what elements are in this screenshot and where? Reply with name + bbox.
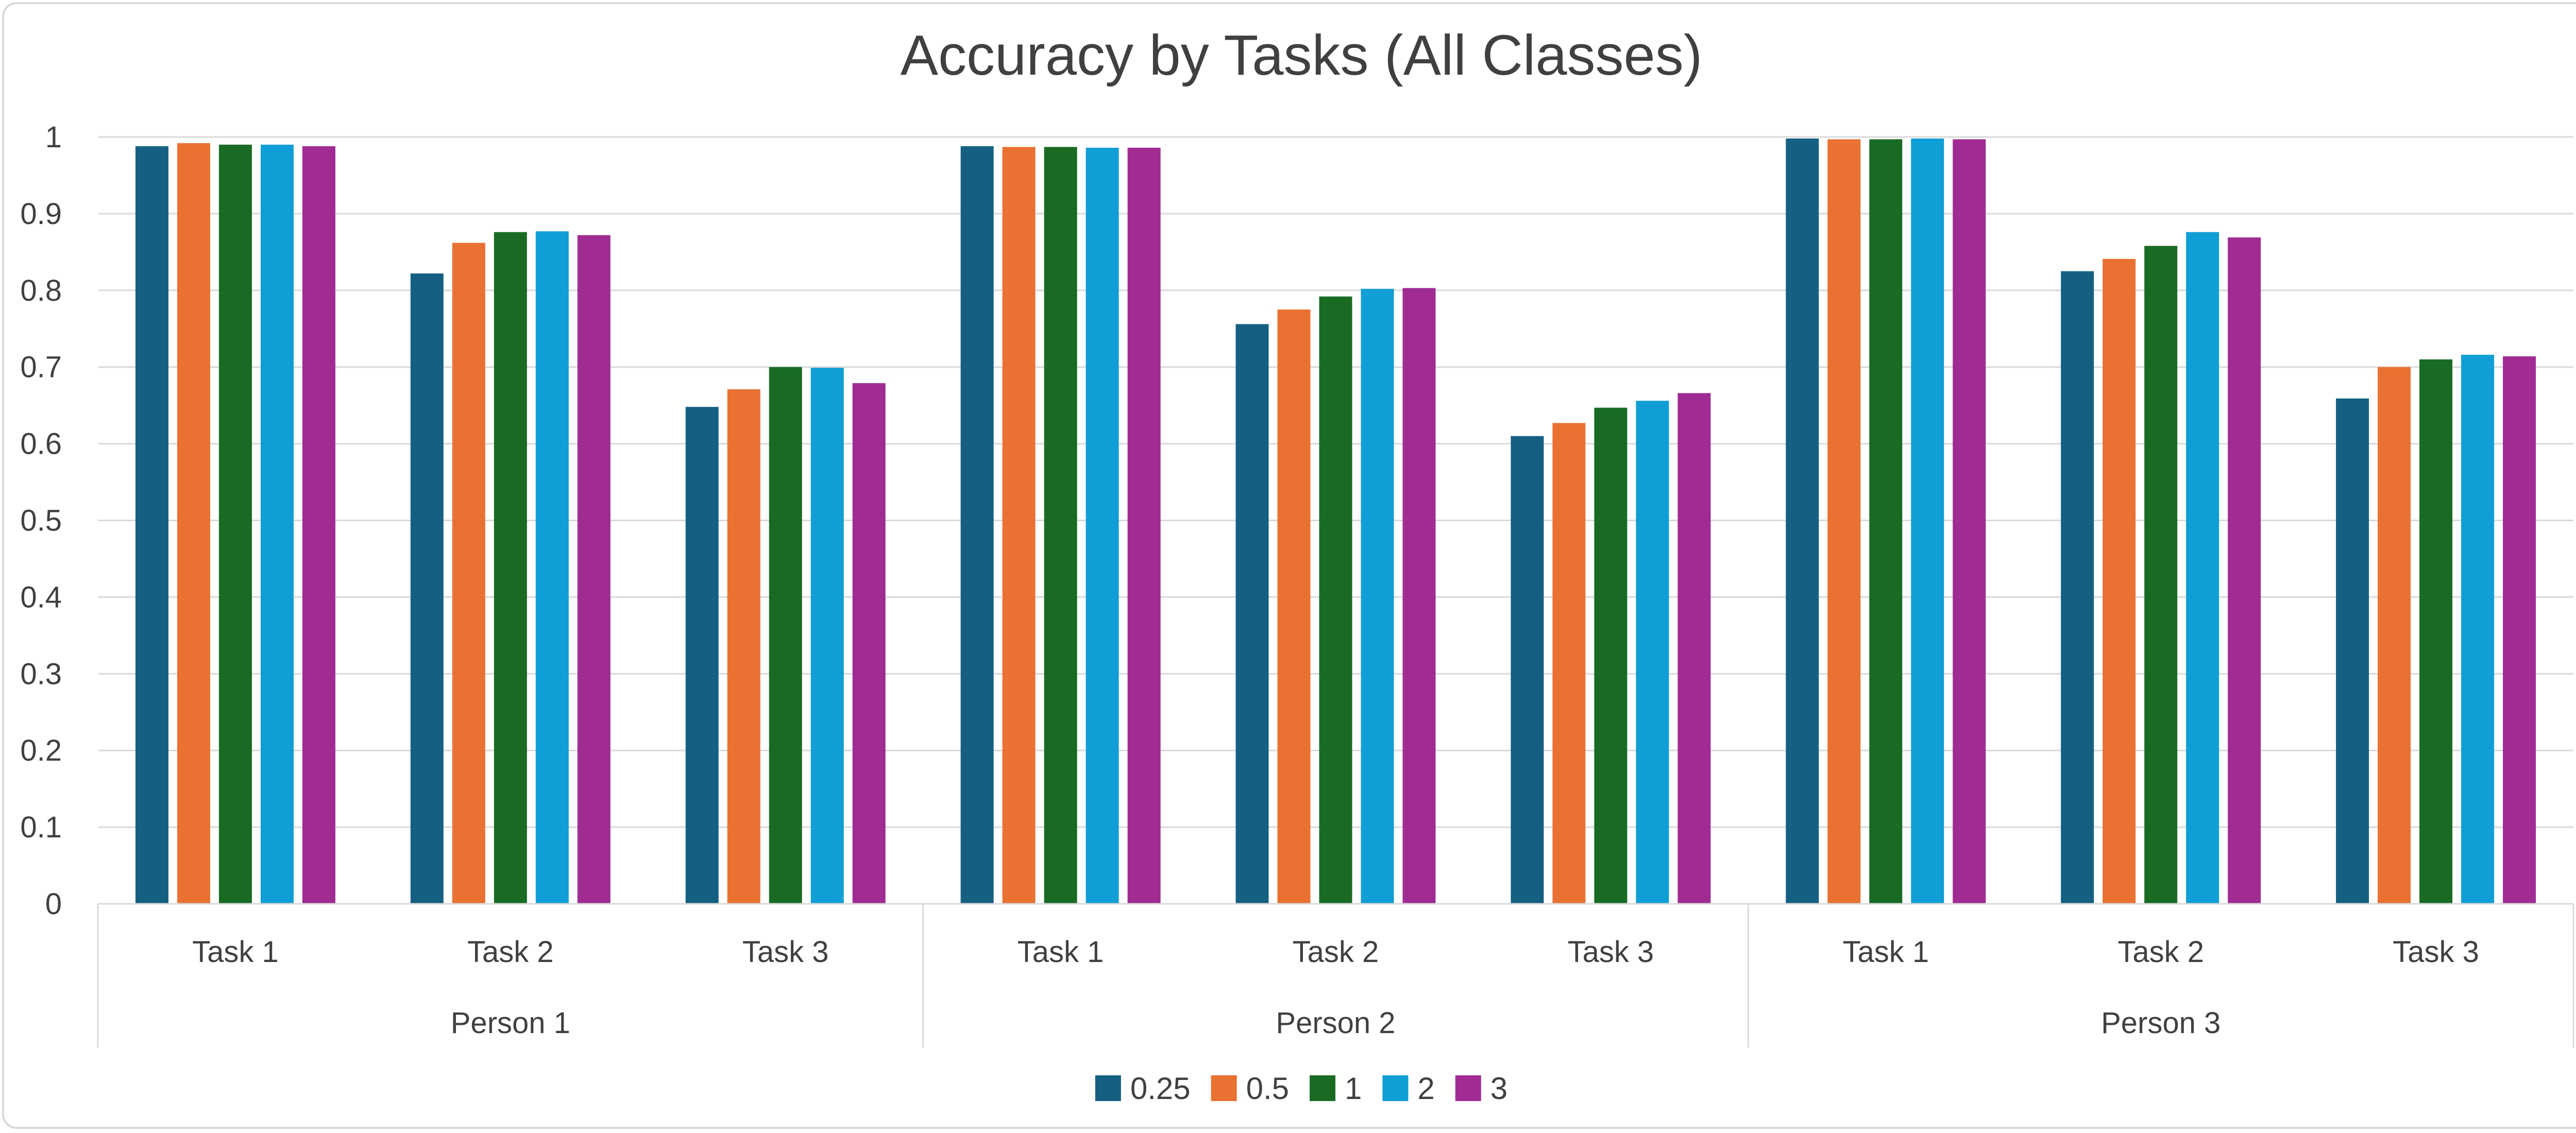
bar (810, 368, 844, 904)
x-group-label: Person 2 (1276, 1006, 1395, 1040)
x-tick-label: Task 3 (742, 935, 829, 969)
legend: 0.25 0.5 1 2 3 (1095, 1071, 1507, 1106)
y-tick-label: 0.8 (20, 274, 62, 307)
bar (135, 146, 168, 904)
bar (1002, 147, 1036, 904)
bar (2103, 259, 2136, 904)
bar (452, 243, 485, 904)
bar (2461, 354, 2495, 904)
legend-swatch (1095, 1075, 1121, 1101)
x-group-label: Person 1 (451, 1006, 570, 1040)
y-tick-label: 0.5 (20, 504, 62, 538)
bar (1636, 401, 1669, 904)
legend-swatch (1211, 1075, 1237, 1101)
y-tick-label: 0.3 (20, 657, 62, 691)
bar (1402, 288, 1436, 904)
bar (218, 144, 252, 904)
bar (1827, 139, 1861, 904)
legend-label: 3 (1490, 1071, 1507, 1106)
bar (2144, 246, 2178, 904)
bar (1953, 139, 1986, 904)
y-tick-label: 0.4 (20, 580, 62, 614)
bar (2336, 398, 2369, 904)
bars (135, 138, 2536, 904)
x-group-label: Person 3 (2101, 1006, 2221, 1040)
bar (1127, 147, 1161, 904)
y-tick-label: 0.9 (20, 197, 62, 231)
bar (2378, 367, 2411, 904)
legend-label: 2 (1417, 1071, 1434, 1106)
bar (1511, 436, 1544, 904)
bar (1277, 310, 1311, 904)
bar (1677, 393, 1711, 904)
bar (2228, 237, 2261, 904)
bar (410, 273, 444, 904)
bar (960, 146, 994, 904)
bar (1319, 296, 1352, 904)
bar (769, 367, 802, 904)
x-tick-label: Task 1 (1842, 935, 1929, 969)
bar (2503, 356, 2536, 904)
legend-label: 0.5 (1246, 1071, 1289, 1106)
legend-swatch (1310, 1075, 1336, 1101)
x-tick-label: Task 3 (1568, 935, 1654, 969)
y-tick-label: 0.2 (20, 734, 62, 767)
bar (535, 231, 569, 904)
bar (1911, 138, 1944, 904)
x-tick-label: Task 1 (192, 935, 279, 969)
bar (2061, 271, 2094, 904)
y-tick-label: 0.1 (20, 811, 62, 844)
legend-label: 1 (1345, 1071, 1362, 1106)
bar (177, 143, 210, 904)
x-tick-label: Task 2 (467, 935, 554, 969)
bar (2419, 359, 2453, 904)
bar (577, 235, 611, 904)
chart-title: Accuracy by Tasks (All Classes) (901, 24, 1703, 87)
bar (1869, 139, 1903, 904)
bar (1044, 147, 1077, 904)
y-tick-label: 0.6 (20, 427, 62, 461)
bar (2186, 232, 2219, 904)
bar (302, 146, 335, 904)
x-axis: Task 1 Task 2 Task 3 Task 1 Task 2 Task 3 Task… (97, 903, 2574, 1048)
bar (685, 407, 719, 904)
bar (494, 232, 527, 904)
x-tick-label: Task 2 (1293, 935, 1379, 969)
y-axis-ticks: 0 0.1 0.2 0.3 0.4 0.5 0.6 0.7 0.8 0.9 1 (20, 121, 62, 921)
legend-label: 0.25 (1130, 1071, 1191, 1106)
x-tick-label: Task 1 (1018, 935, 1104, 969)
bar (1361, 288, 1394, 904)
bar (260, 144, 294, 904)
legend-swatch (1455, 1075, 1481, 1101)
y-tick-label: 0 (45, 887, 62, 921)
bar (1786, 138, 1819, 904)
x-tick-label: Task 3 (2393, 935, 2479, 969)
bar (727, 389, 760, 904)
x-tick-label: Task 2 (2117, 935, 2204, 969)
bar (1594, 407, 1628, 904)
legend-swatch (1382, 1075, 1409, 1101)
y-tick-label: 0.7 (20, 351, 62, 384)
bar (852, 383, 886, 904)
bar (1552, 423, 1586, 904)
y-tick-label: 1 (45, 121, 62, 154)
bar (1235, 324, 1269, 904)
bar (1086, 147, 1119, 904)
